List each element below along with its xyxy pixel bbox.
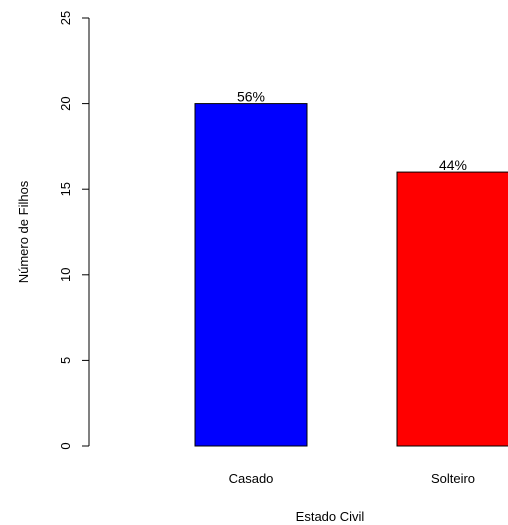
bars [194, 103, 508, 447]
x-tick-labels: Casado Solteiro [229, 471, 475, 486]
y-axis: 0 5 10 15 20 25 [58, 11, 90, 450]
y-tick-label: 25 [58, 11, 73, 25]
y-axis-title: Número de Filhos [16, 180, 31, 283]
bar-solteiro [396, 171, 508, 447]
bar-value-labels: 56% 44% [237, 89, 467, 173]
bar-value-label: 44% [439, 157, 467, 173]
y-tick-label: 5 [58, 357, 73, 364]
bar-casado [194, 103, 308, 447]
x-tick-label: Casado [229, 471, 274, 486]
x-tick-label: Solteiro [431, 471, 475, 486]
y-tick-label: 20 [58, 96, 73, 110]
bar-value-label: 56% [237, 89, 265, 105]
y-tick-label: 0 [58, 442, 73, 449]
x-axis-title: Estado Civil [296, 509, 365, 524]
y-tick-label: 10 [58, 268, 73, 282]
y-tick-label: 15 [58, 182, 73, 196]
